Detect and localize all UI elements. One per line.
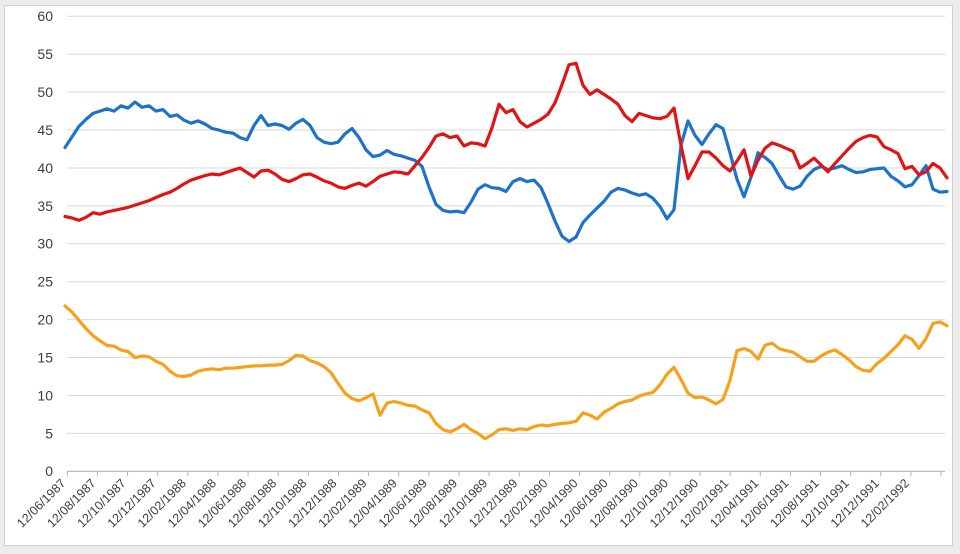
y-axis-tick-label: 60 — [37, 8, 53, 24]
y-axis-tick-label: 5 — [45, 425, 53, 441]
y-axis-tick-label: 55 — [37, 46, 53, 62]
series-line-orange — [63, 304, 949, 441]
y-axis-tick-label: 0 — [45, 463, 53, 479]
series-line-blue — [63, 100, 949, 244]
y-axis-tick-label: 45 — [37, 122, 53, 138]
y-axis-tick-label: 30 — [37, 236, 53, 252]
chart-frame — [4, 5, 953, 546]
y-axis-tick-label: 25 — [37, 274, 53, 290]
y-axis-tick-label: 20 — [37, 312, 53, 328]
y-axis-tick-label: 40 — [37, 160, 53, 176]
y-axis-tick-label: 10 — [37, 387, 53, 403]
y-axis-tick-label: 50 — [37, 84, 53, 100]
y-axis-tick-label: 35 — [37, 198, 53, 214]
series-line-red — [63, 61, 949, 222]
y-axis-tick-label: 15 — [37, 349, 53, 365]
